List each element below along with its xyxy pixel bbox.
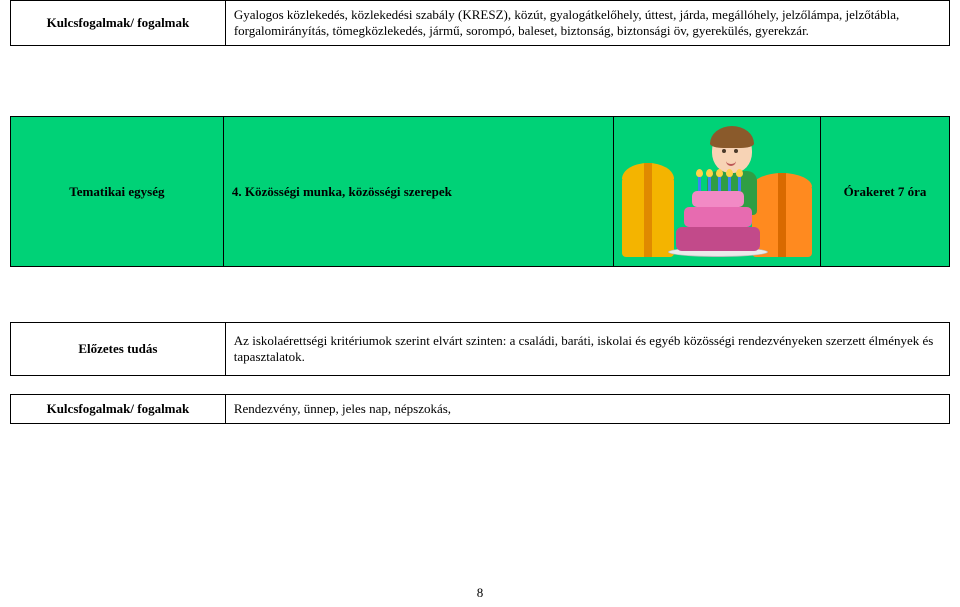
thematic-unit-banner: Tematikai egység 4. Közösségi munka, köz… <box>10 116 950 267</box>
prior-knowledge-table: Előzetes tudás Az iskolaérettségi kritér… <box>10 322 950 376</box>
banner-left-label: Tematikai egység <box>11 117 224 267</box>
boy-eye-right-icon <box>734 149 738 153</box>
keywords-label-1: Kulcsfogalmak/ fogalmak <box>11 1 226 46</box>
cake-mid-icon <box>684 207 752 227</box>
banner-hours: Órakeret 7 óra <box>820 117 949 267</box>
candle-icon <box>718 177 721 191</box>
keywords-label-2: Kulcsfogalmak/ fogalmak <box>11 395 226 424</box>
gift-left-icon <box>622 177 674 257</box>
banner-title: 4. Közösségi munka, közösségi szerepek <box>223 117 613 267</box>
keywords-content-1: Gyalogos közlekedés, közlekedési szabály… <box>225 1 949 46</box>
candle-icon <box>738 177 741 191</box>
keywords-table-2: Kulcsfogalmak/ fogalmak Rendezvény, ünne… <box>10 394 950 424</box>
banner-illustration-cell <box>613 117 820 267</box>
cake-top-icon <box>692 191 744 207</box>
keywords-content-2: Rendezvény, ünnep, jeles nap, népszokás, <box>225 395 949 424</box>
birthday-illustration <box>622 127 812 257</box>
page-number: 8 <box>0 585 960 601</box>
candle-icon <box>728 177 731 191</box>
cake-base-icon <box>676 227 760 251</box>
gift-right-icon <box>752 185 812 257</box>
prior-knowledge-label: Előzetes tudás <box>11 323 226 376</box>
boy-hair-icon <box>710 126 754 148</box>
boy-eye-left-icon <box>722 149 726 153</box>
candle-icon <box>698 177 701 191</box>
candle-icon <box>708 177 711 191</box>
prior-knowledge-content: Az iskolaérettségi kritériumok szerint e… <box>225 323 949 376</box>
keywords-table-1: Kulcsfogalmak/ fogalmak Gyalogos közleke… <box>10 0 950 46</box>
